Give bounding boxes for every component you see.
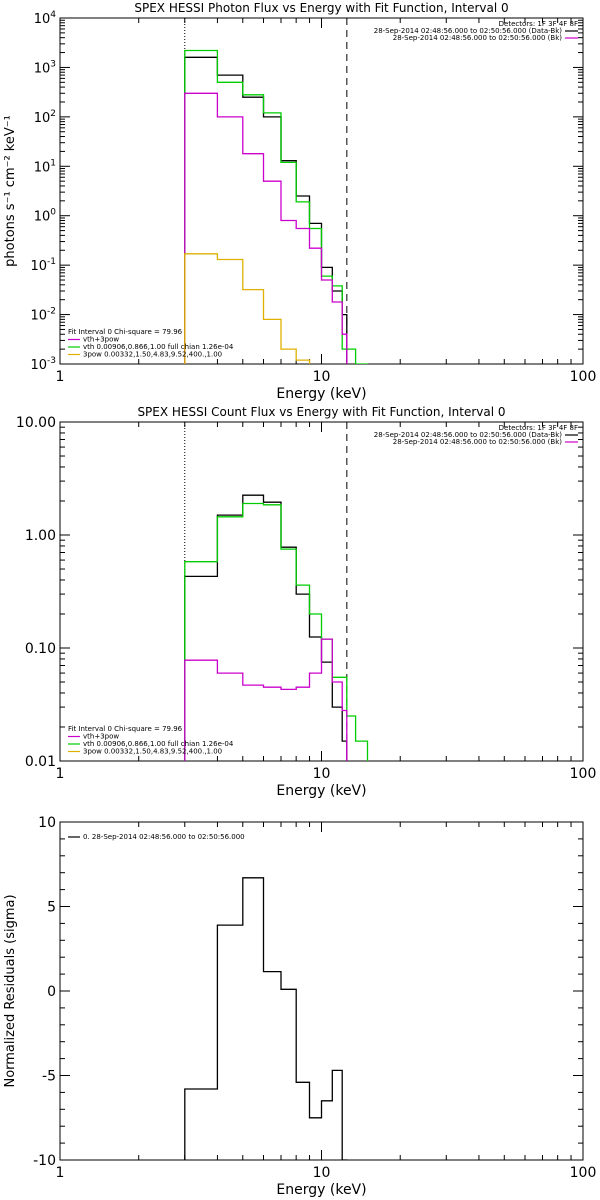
y-tick-base: 10 <box>34 12 51 27</box>
legend-text: vth 0.00906,0.866,1.00 full chian 1.26e-… <box>83 343 234 351</box>
legend-text: 3pow 0.00332,1.50,4.83,9.52,400.,1.00 <box>83 351 222 359</box>
legend-text: Fit Interval 0 Chi-square = 79.96 <box>68 725 183 733</box>
y-tick-base: 10 <box>34 111 51 126</box>
y-tick-exp: -1 <box>47 257 56 267</box>
step-series <box>184 49 369 364</box>
y-tick-exp: -2 <box>47 307 56 317</box>
y-tick-label: 101 <box>34 158 56 175</box>
y-tick-label: -10 <box>33 1153 56 1169</box>
y-tick-label: 10 <box>38 815 56 831</box>
y-tick-base: 10 <box>34 210 51 225</box>
legend-text: vth 0.00906,0.866,1.00 full chian 1.26e-… <box>83 740 234 748</box>
x-tick-label: 100 <box>570 766 597 782</box>
y-tick-label: 0.01 <box>25 754 56 770</box>
y-tick-label: 100 <box>34 208 57 225</box>
y-tick-label: -5 <box>42 1069 56 1085</box>
y-tick-label: 0 <box>47 984 56 1000</box>
y-tick-label: 1.00 <box>25 528 56 544</box>
header-text: 28-Sep-2014 02:48:56.000 to 02:50:56.000… <box>374 27 563 35</box>
header-text: Detectors: 1F 3F 4F 8F <box>499 20 578 28</box>
x-tick-label: 100 <box>570 369 597 385</box>
legend-text: Fit Interval 0 Chi-square = 79.96 <box>68 328 183 336</box>
chart-title: SPEX HESSI Photon Flux vs Energy with Fi… <box>134 1 508 15</box>
y-tick-base: 10 <box>30 259 47 274</box>
count-flux-panel: SPEX HESSI Count Flux vs Energy with Fit… <box>16 405 596 799</box>
legend-text: vth+3pow <box>83 733 119 741</box>
header-text: 28-Sep-2014 02:48:56.000 to 02:50:56.000… <box>393 438 563 446</box>
x-tick-label: 10 <box>313 1165 331 1181</box>
header-text: Detectors: 1F 3F 4F 8F <box>499 424 578 432</box>
x-tick-label: 10 <box>313 369 331 385</box>
y-tick-label: 0.10 <box>25 641 56 657</box>
y-tick-exp: 3 <box>50 59 56 69</box>
x-axis-label: Energy (keV) <box>276 386 366 402</box>
y-tick-base: 10 <box>30 309 47 324</box>
step-series <box>184 494 348 761</box>
x-tick-label: 100 <box>570 1165 597 1181</box>
step-series <box>184 253 311 364</box>
plot-frame <box>59 17 584 365</box>
y-tick-base: 10 <box>30 358 47 373</box>
y-tick-label: 10-1 <box>30 257 56 274</box>
step-series <box>184 877 348 1160</box>
legend-text: 0. 28-Sep-2014 02:48:56.000 to 02:50:56.… <box>83 833 245 841</box>
x-tick-label: 1 <box>56 1165 65 1181</box>
y-tick-label: 10-2 <box>30 307 56 324</box>
y-tick-label: 5 <box>47 900 56 916</box>
step-series <box>184 638 348 761</box>
series-group <box>184 49 369 364</box>
x-axis-label: Energy (keV) <box>276 783 366 799</box>
y-tick-label: 10.00 <box>16 415 56 431</box>
y-tick-exp: 2 <box>50 109 56 119</box>
step-series <box>184 92 348 364</box>
y-tick-exp: 4 <box>50 10 56 20</box>
y-tick-exp: 0 <box>50 208 56 218</box>
photon-flux-panel: SPEX HESSI Photon Flux vs Energy with Fi… <box>3 1 596 402</box>
legend-text: 3pow 0.00332,1.50,4.83,9.52,400.,1.00 <box>83 748 222 756</box>
x-tick-label: 1 <box>56 369 65 385</box>
plot-frame <box>59 421 584 762</box>
y-tick-label: 103 <box>34 59 56 76</box>
x-tick-label: 1 <box>56 766 65 782</box>
step-series <box>184 56 348 364</box>
x-axis-label: Energy (keV) <box>276 1182 366 1198</box>
y-tick-label: 102 <box>34 109 56 126</box>
legend-text: vth+3pow <box>83 336 119 344</box>
y-tick-base: 10 <box>34 61 51 76</box>
header-text: 28-Sep-2014 02:48:56.000 to 02:50:56.000… <box>374 431 563 439</box>
series-group <box>184 494 369 761</box>
y-tick-label: 104 <box>34 10 57 27</box>
residuals-panel: 1 10 100 Energy (keV) -10 -5 0 5 10 Normalized Re… <box>3 815 596 1198</box>
y-axis-label: Normalized Residuals (sigma) <box>3 894 18 1087</box>
y-tick-exp: 1 <box>50 158 56 168</box>
y-tick-label: 10-3 <box>30 356 56 373</box>
y-tick-exp: -3 <box>47 356 56 366</box>
chart-title: SPEX HESSI Count Flux vs Energy with Fit… <box>137 405 505 419</box>
series-group <box>184 877 348 1160</box>
step-series <box>184 502 369 761</box>
x-tick-label: 10 <box>313 766 331 782</box>
y-axis-label: photons s⁻¹ cm⁻² keV⁻¹ <box>3 115 18 267</box>
y-tick-base: 10 <box>34 160 51 175</box>
header-text: 28-Sep-2014 02:48:56.000 to 02:50:56.000… <box>393 34 563 42</box>
